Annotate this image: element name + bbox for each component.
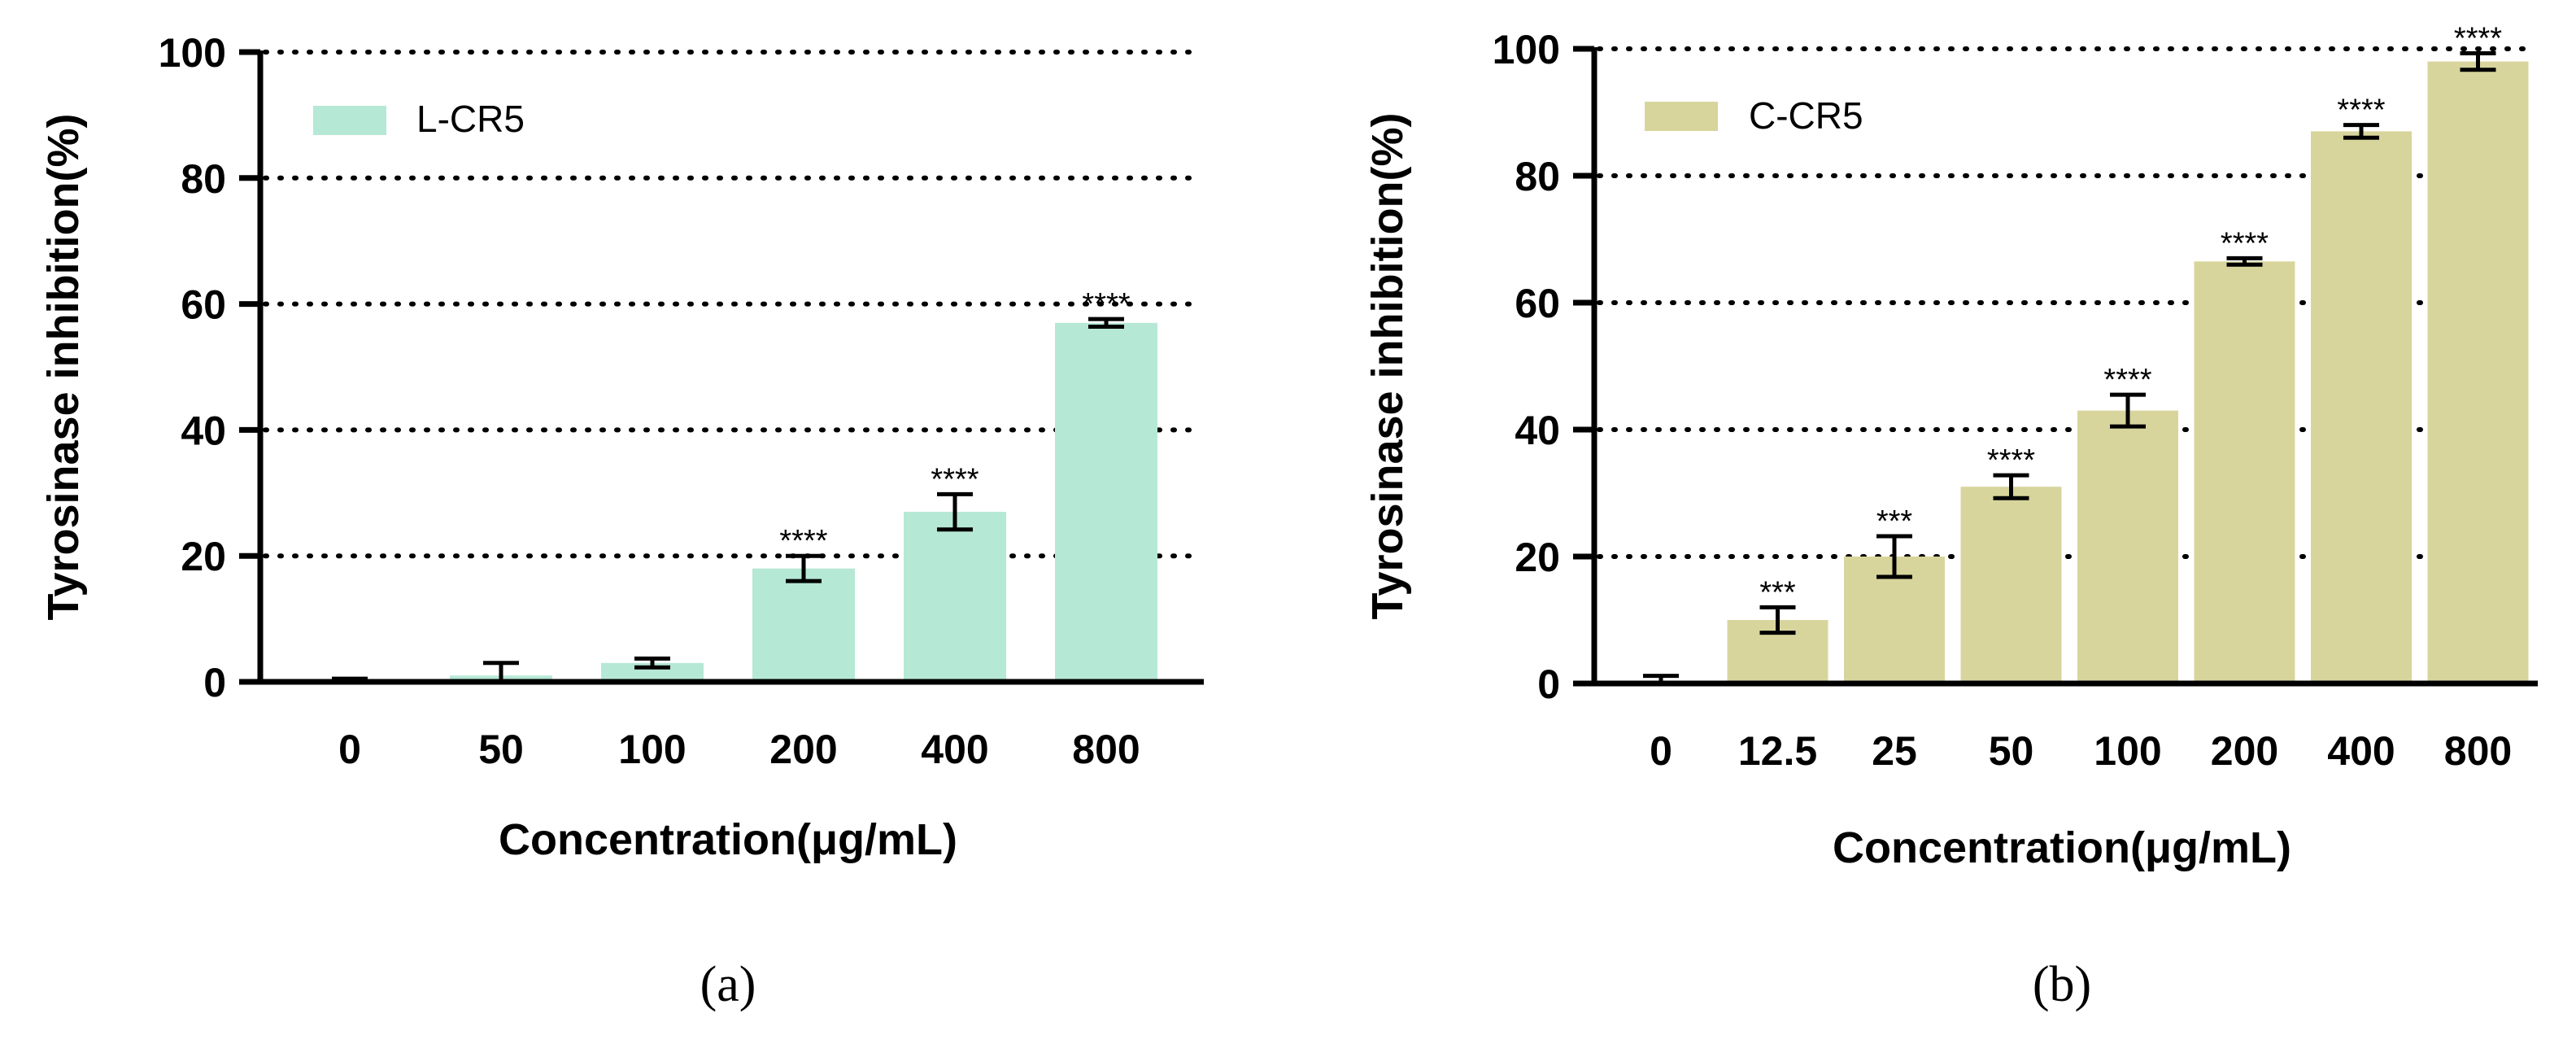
panel-label: (b) bbox=[2033, 957, 2091, 1012]
y-tick-label: 80 bbox=[1515, 154, 1560, 199]
error-bar bbox=[483, 661, 519, 682]
y-axis-title: Tyrosinase inhibition(%) bbox=[39, 113, 88, 620]
bar bbox=[904, 512, 1006, 682]
error-bar bbox=[1876, 534, 1912, 579]
error-bar bbox=[2110, 392, 2146, 429]
legend-label: C-CR5 bbox=[1749, 94, 1863, 137]
legend-swatch bbox=[313, 106, 386, 135]
y-tick-label: 100 bbox=[1493, 27, 1560, 72]
legend: L-CR5 bbox=[313, 98, 525, 140]
error-bar bbox=[634, 656, 670, 670]
x-tick-label: 50 bbox=[1989, 728, 2034, 774]
x-axis-title: Concentration(μg/mL) bbox=[499, 815, 957, 864]
legend: C-CR5 bbox=[1645, 94, 1863, 137]
x-tick-label: 50 bbox=[478, 727, 524, 772]
significance-label: **** bbox=[931, 462, 979, 496]
panel-label: (a) bbox=[700, 957, 756, 1012]
y-tick-label: 0 bbox=[1537, 662, 1560, 707]
x-tick-label: 100 bbox=[2094, 728, 2161, 774]
y-tick-label: 20 bbox=[181, 534, 226, 579]
x-tick-label: 200 bbox=[2211, 728, 2278, 774]
y-tick-label: 0 bbox=[203, 660, 226, 705]
error-bar bbox=[2460, 50, 2496, 72]
legend-label: L-CR5 bbox=[416, 98, 525, 140]
y-tick-label: 60 bbox=[1515, 281, 1560, 326]
bar bbox=[1960, 487, 2062, 683]
significance-label: **** bbox=[1082, 287, 1130, 321]
significance-label: **** bbox=[2221, 226, 2269, 260]
x-tick-label: 0 bbox=[1650, 728, 1672, 774]
significance-label: **** bbox=[2454, 21, 2502, 55]
significance-label: *** bbox=[1876, 504, 1913, 539]
bar bbox=[2311, 131, 2412, 683]
error-bar bbox=[786, 553, 822, 583]
x-tick-label: 12.5 bbox=[1738, 728, 1817, 774]
x-tick-label: 25 bbox=[1872, 728, 1917, 774]
error-bar bbox=[1759, 605, 1796, 635]
y-tick-label: 20 bbox=[1515, 535, 1560, 580]
significance-label: **** bbox=[2337, 94, 2385, 128]
x-tick-label: 0 bbox=[338, 727, 361, 772]
error-bar bbox=[2343, 123, 2379, 140]
x-tick-label: 200 bbox=[769, 727, 837, 772]
legend-swatch bbox=[1645, 102, 1718, 131]
significance-label: **** bbox=[2103, 363, 2151, 397]
chart-panel-a: 0 50 100 **** 200 **** 400 **** 800 0 20 40 60 80 100 T… bbox=[39, 30, 1204, 1012]
bar bbox=[2194, 261, 2295, 683]
x-tick-label: 800 bbox=[2444, 728, 2512, 774]
error-bar bbox=[1088, 317, 1124, 329]
bar bbox=[601, 662, 704, 682]
x-tick-label: 800 bbox=[1072, 727, 1140, 772]
y-tick-label: 100 bbox=[159, 30, 226, 76]
bar bbox=[1055, 322, 1157, 682]
error-bar bbox=[1993, 473, 2029, 500]
x-tick-label: 400 bbox=[2327, 728, 2395, 774]
x-tick-label: 100 bbox=[618, 727, 686, 772]
y-tick-label: 80 bbox=[181, 156, 226, 202]
chart-panel-b: 0***12.5***25****50****100****200****400… bbox=[1363, 21, 2538, 1012]
bar bbox=[2077, 410, 2178, 683]
x-tick-label: 400 bbox=[921, 727, 988, 772]
bar bbox=[752, 568, 855, 682]
y-tick-label: 60 bbox=[181, 282, 226, 328]
significance-label: **** bbox=[779, 524, 827, 558]
x-axis-title: Concentration(μg/mL) bbox=[1833, 823, 2291, 872]
significance-label: **** bbox=[1987, 443, 2035, 478]
y-axis-title: Tyrosinase inhibition(%) bbox=[1363, 112, 1412, 619]
error-bar bbox=[937, 491, 973, 532]
significance-label: *** bbox=[1759, 575, 1796, 609]
y-tick-label: 40 bbox=[181, 408, 226, 453]
y-tick-label: 40 bbox=[1515, 408, 1560, 453]
error-bar bbox=[2226, 255, 2263, 267]
bar bbox=[2427, 61, 2529, 684]
